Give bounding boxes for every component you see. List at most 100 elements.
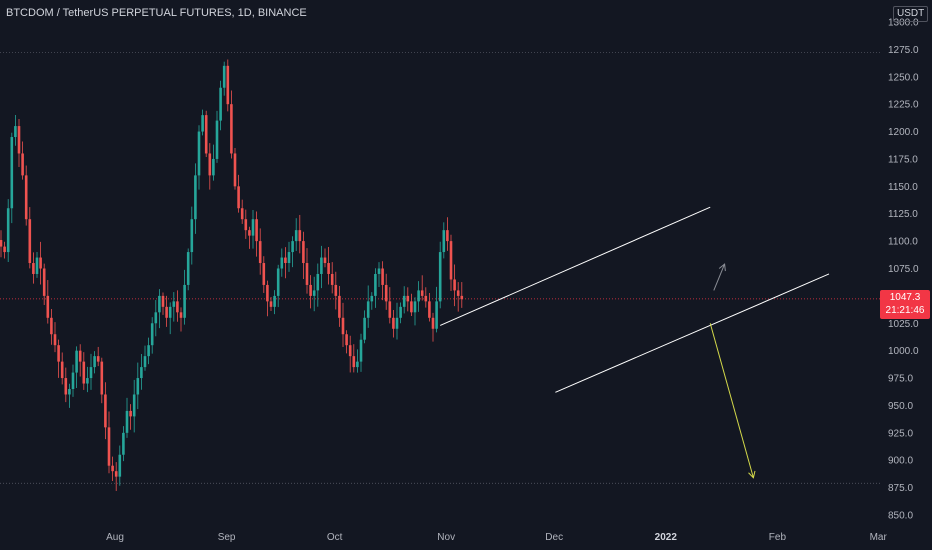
candle-body [302, 241, 305, 264]
candle-body [129, 410, 132, 417]
candle-body [93, 356, 96, 368]
candle-body [64, 378, 68, 395]
candle-body [460, 295, 464, 300]
candle-body [82, 361, 86, 384]
candle-body [237, 186, 240, 209]
candle-body [240, 208, 244, 220]
x-tick-label: 2022 [655, 532, 678, 543]
candle-body [291, 241, 294, 253]
candle-body [68, 389, 71, 395]
candle-body [323, 257, 327, 264]
candle-body [60, 361, 64, 379]
candle-body [233, 153, 237, 187]
candle-body [381, 268, 384, 285]
candle-body [143, 356, 147, 368]
candle-body [42, 268, 46, 296]
candle-body [71, 372, 75, 390]
candle-body [194, 175, 197, 220]
candle-body [269, 301, 273, 307]
candle-body [262, 263, 266, 285]
candle-body [341, 317, 345, 335]
y-tick-label: 1000.0 [888, 346, 919, 357]
channel-upper [439, 206, 711, 326]
candle-body [107, 427, 111, 466]
candle-body [248, 230, 251, 236]
candle-body [352, 356, 356, 368]
candle-body [100, 361, 104, 395]
candle-body [53, 334, 57, 346]
candle-body [273, 295, 276, 307]
candle-body [449, 241, 453, 280]
candle-body [147, 345, 150, 357]
x-tick-label: Sep [218, 532, 236, 543]
candle-body [456, 290, 460, 296]
candle-body [359, 339, 363, 362]
candles [0, 59, 464, 491]
candle-body [392, 317, 395, 329]
candle-body [172, 301, 176, 307]
candle-body [204, 115, 208, 154]
candle-body [431, 317, 435, 329]
chart-title: BTCDOM / TetherUS PERPETUAL FUTURES, 1D,… [6, 7, 307, 19]
candle-body [57, 345, 60, 362]
candle-body [316, 273, 320, 291]
candle-body [21, 153, 24, 176]
y-tick-label: 1175.0 [888, 154, 918, 165]
candle-body [132, 394, 136, 417]
y-tick-label: 1225.0 [888, 100, 919, 111]
candle-body [183, 284, 186, 318]
candle-body [197, 131, 201, 176]
candle-body [24, 175, 28, 220]
candle-body [298, 230, 302, 242]
candle-body [399, 306, 402, 318]
candle-body [17, 126, 21, 154]
candle-body [410, 301, 413, 313]
candle-body [118, 454, 122, 477]
x-axis: Aug Sep Oct Nov Dec 2022 Feb Mar [106, 532, 887, 543]
candle-body [168, 306, 172, 318]
candle-body [384, 284, 388, 302]
candle-body [212, 158, 215, 176]
y-tick-label: 950.0 [888, 401, 913, 412]
candle-body [226, 65, 230, 105]
candle-body [176, 301, 179, 313]
x-tick-label: Oct [327, 532, 343, 543]
candle-body [222, 65, 226, 88]
candle-body [334, 284, 338, 296]
last-price-badge: 1047.3 21:21:46 [880, 290, 930, 319]
candle-body [230, 104, 233, 154]
countdown-timer: 21:21:46 [885, 305, 925, 316]
projection-up-head [718, 263, 726, 272]
x-tick-label: Nov [437, 532, 455, 543]
candle-body [428, 301, 431, 318]
candle-body [46, 295, 50, 318]
candle-body [327, 263, 330, 274]
candle-body [190, 219, 194, 253]
candle-body [406, 295, 410, 302]
candle-body [287, 252, 291, 264]
candle-body [75, 350, 78, 373]
candle-body [309, 284, 312, 296]
y-tick-label: 975.0 [888, 374, 913, 385]
candle-body [140, 367, 143, 379]
y-tick-label: 1250.0 [888, 72, 919, 83]
candle-body [215, 120, 219, 159]
candle-body [35, 257, 39, 274]
x-tick-label: Mar [870, 532, 888, 543]
candle-body [111, 465, 114, 472]
candle-body [219, 87, 222, 121]
candle-body [86, 378, 89, 384]
candle-body [276, 268, 280, 296]
candle-body [345, 334, 348, 346]
candle-body [78, 350, 82, 362]
candle-body [104, 394, 107, 428]
candle-body [114, 471, 118, 477]
candle-body [370, 295, 374, 302]
x-tick-label: Dec [545, 532, 563, 543]
currency-label[interactable]: USDT [893, 6, 929, 22]
candle-body [96, 356, 100, 362]
candle-body [150, 323, 154, 346]
last-price-value: 1047.3 [889, 292, 921, 303]
candle-body [186, 252, 190, 285]
